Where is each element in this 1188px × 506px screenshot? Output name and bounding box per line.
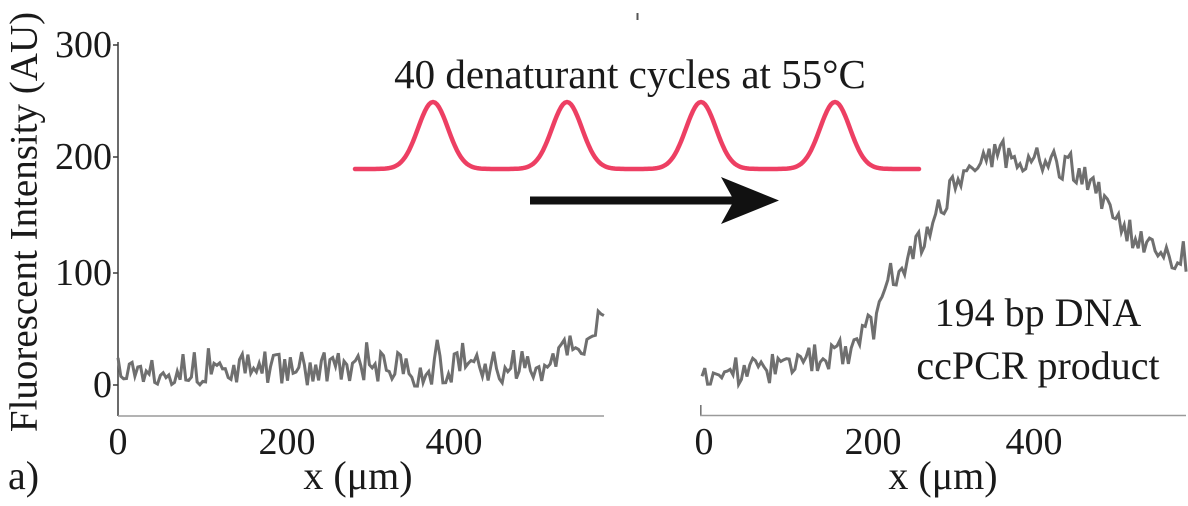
left-x-tick-0: 0 xyxy=(108,421,128,463)
stray-mark xyxy=(636,13,639,20)
denaturant-cycles-curve xyxy=(352,99,922,172)
panel-letter: a) xyxy=(8,453,40,498)
right-x-tick-200: 200 xyxy=(844,421,902,463)
process-arrow xyxy=(530,177,779,224)
y-tick-200: 200 xyxy=(55,136,112,178)
y-tick-0: 0 xyxy=(93,364,112,406)
right-fluorescence-trace xyxy=(700,136,1188,390)
left-plot-axes xyxy=(113,42,604,417)
product-annotation: 194 bp DNA ccPCR product xyxy=(916,286,1159,392)
left-fluorescence-trace xyxy=(116,307,605,389)
right-x-tick-0: 0 xyxy=(694,421,714,463)
cycles-title: 40 denaturant cycles at 55°C xyxy=(394,51,866,97)
left-x-tick-400: 400 xyxy=(425,421,483,463)
right-x-tick-400: 400 xyxy=(1005,421,1063,463)
y-tick-300: 300 xyxy=(55,24,112,66)
left-x-axis-label: x (μm) xyxy=(303,453,413,498)
right-plot-axes xyxy=(699,405,1186,417)
product-annotation-line1: 194 bp DNA xyxy=(934,290,1142,335)
left-x-tick-200: 200 xyxy=(258,421,316,463)
product-annotation-line2: ccPCR product xyxy=(916,343,1160,388)
right-x-axis-label: x (μm) xyxy=(888,453,998,498)
y-tick-100: 100 xyxy=(55,252,112,294)
arrow-head-icon xyxy=(721,177,779,224)
